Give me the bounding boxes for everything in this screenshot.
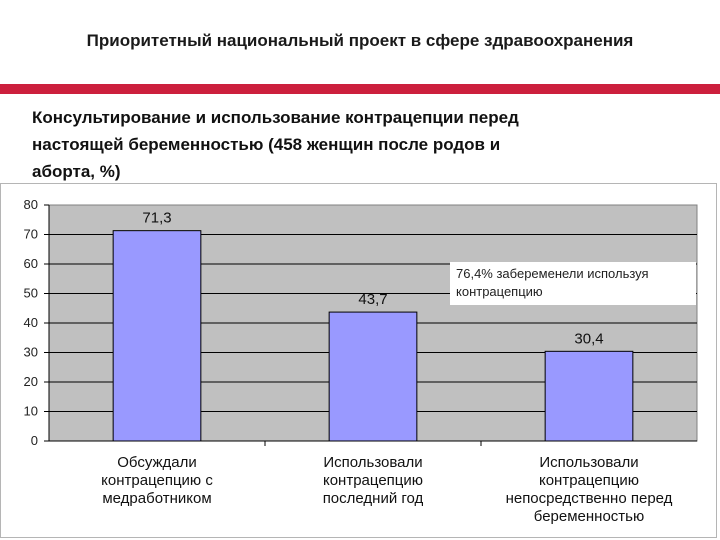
y-tick-label: 10 xyxy=(24,404,38,419)
x-category-label: Использовали xyxy=(539,454,638,471)
x-category-label: беременностью xyxy=(534,508,644,525)
x-category-label: непосредственно перед xyxy=(506,490,673,507)
x-category-label: контрацепцию xyxy=(539,472,639,489)
subtitle-line: аборта, %) xyxy=(32,162,121,181)
bar xyxy=(112,230,202,442)
y-tick-label: 70 xyxy=(24,227,38,242)
data-label: 30,4 xyxy=(574,330,603,347)
subtitle-line: Консультирование и использование контрац… xyxy=(32,108,519,127)
bar xyxy=(328,311,418,442)
subtitle-line: настоящей беременностью (458 женщин посл… xyxy=(32,135,501,154)
x-category-label: медработником xyxy=(102,490,211,507)
data-label: 71,3 xyxy=(142,210,171,227)
y-tick-label: 0 xyxy=(31,433,38,448)
annotation-box xyxy=(450,262,696,305)
x-category-label: Обсуждали xyxy=(117,454,197,471)
x-category-label: контрацепцию xyxy=(323,472,423,489)
chart-frame: 0 10 20 30 40 50 60 70 80 71,3 Обсуждали контрацепц… xyxy=(0,183,717,538)
y-tick-label: 60 xyxy=(24,256,38,271)
header-accent-bar xyxy=(0,84,720,94)
slide-subtitle: Консультирование и использование контрац… xyxy=(32,104,652,185)
x-category-label: последний год xyxy=(323,490,424,507)
bar-chart: 0102030405060708071,3Обсуждаликонтрацепц… xyxy=(24,197,698,525)
bar xyxy=(544,350,634,442)
data-label: 43,7 xyxy=(358,291,387,308)
y-tick-label: 30 xyxy=(24,345,38,360)
y-tick-label: 80 xyxy=(24,197,38,212)
x-category-label: Использовали xyxy=(323,454,422,471)
page-title: Приоритетный национальный проект в сфере… xyxy=(86,31,634,50)
y-tick-label: 50 xyxy=(24,286,38,301)
y-tick-label: 40 xyxy=(24,315,38,330)
y-tick-label: 20 xyxy=(24,374,38,389)
x-category-label: контрацепцию с xyxy=(101,472,213,489)
annotation-text: контрацепцию xyxy=(456,284,543,299)
annotation-text: 76,4% забеременели используя xyxy=(456,266,649,281)
